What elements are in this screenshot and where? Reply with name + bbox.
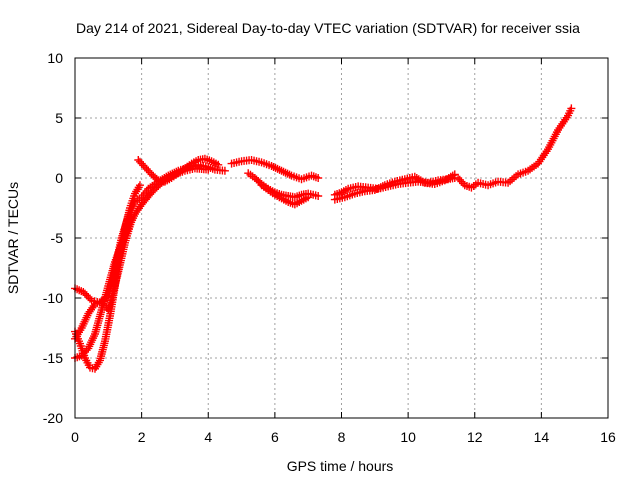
series-track-h bbox=[257, 181, 313, 209]
series-track-d bbox=[71, 216, 136, 343]
data-point bbox=[567, 104, 576, 113]
y-tick-label: -20 bbox=[43, 410, 63, 426]
data-point bbox=[152, 174, 161, 183]
data-point bbox=[314, 174, 323, 182]
series-track-f bbox=[227, 156, 323, 184]
x-axis-label: GPS time / hours bbox=[287, 458, 394, 474]
plot-area bbox=[71, 104, 576, 373]
x-tick-label: 14 bbox=[534, 429, 550, 445]
series-track-a bbox=[71, 160, 229, 307]
y-tick-label: 10 bbox=[47, 50, 63, 66]
x-tick-label: 4 bbox=[204, 429, 212, 445]
x-tick-label: 12 bbox=[467, 429, 483, 445]
y-tick-label: -5 bbox=[51, 230, 64, 246]
grid bbox=[75, 58, 608, 418]
y-axis-label: SDTVAR / TECUs bbox=[5, 182, 21, 294]
axis-ticks: 0 2 4 6 8 10 12 14 16 -20 -15 -10 -5 0 5 10 bbox=[43, 50, 616, 445]
y-tick-label: 5 bbox=[55, 110, 63, 126]
series-track-k bbox=[454, 104, 576, 192]
series-track-e bbox=[134, 154, 223, 186]
data-point bbox=[204, 165, 213, 174]
data-point bbox=[220, 166, 229, 175]
data-point bbox=[85, 294, 94, 303]
y-tick-label: 0 bbox=[55, 170, 63, 186]
data-point bbox=[314, 192, 323, 200]
data-point bbox=[304, 193, 313, 202]
chart-title: Day 214 of 2021, Sidereal Day-to-day VTE… bbox=[76, 20, 580, 36]
x-tick-label: 2 bbox=[138, 429, 146, 445]
x-tick-label: 16 bbox=[600, 429, 616, 445]
x-tick-label: 8 bbox=[338, 429, 346, 445]
x-tick-label: 6 bbox=[271, 429, 279, 445]
x-tick-label: 10 bbox=[400, 429, 416, 445]
y-tick-label: -10 bbox=[43, 290, 63, 306]
series-track-j bbox=[330, 170, 459, 204]
data-point bbox=[214, 160, 223, 169]
y-tick-label: -15 bbox=[43, 350, 63, 366]
x-tick-label: 0 bbox=[71, 429, 79, 445]
data-point bbox=[127, 216, 136, 224]
data-point bbox=[135, 181, 144, 190]
plot-frame bbox=[74, 57, 609, 419]
